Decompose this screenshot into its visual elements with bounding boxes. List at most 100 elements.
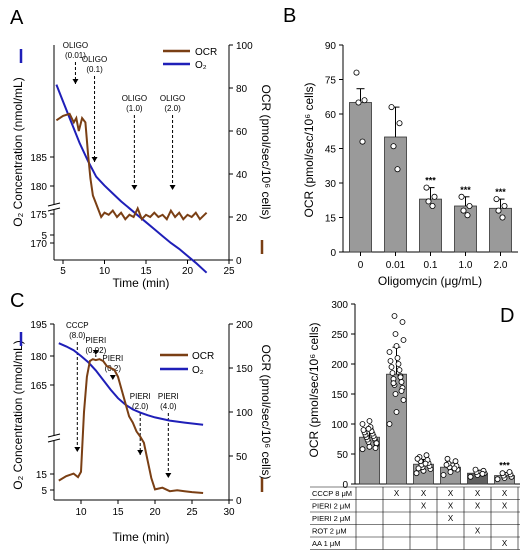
panel-a-ocr-line xyxy=(55,112,208,222)
panel-c-ocr-line xyxy=(58,358,204,494)
panel-c-annotation-arrowhead xyxy=(74,447,81,452)
panel-d-table-mark: X xyxy=(475,527,481,536)
panel-d-data-point xyxy=(360,427,367,433)
panel-d-ytick-label: 0 xyxy=(342,480,348,491)
panel-c-ytick-left-label: 5 xyxy=(41,486,47,497)
panel-c-annotation-arrowhead xyxy=(109,375,116,380)
panel-d-significance: *** xyxy=(499,461,510,471)
panel-a-ytick-right-label: 80 xyxy=(236,84,248,95)
panel-d-data-point xyxy=(452,458,459,465)
panel-c-ytick-right-label: 150 xyxy=(236,364,253,375)
panel-d-table-mark: X xyxy=(394,489,400,498)
panel-d-table-mark: X xyxy=(448,502,454,511)
panel-d-data-point xyxy=(388,364,395,370)
panel-c-xtick-label: 30 xyxy=(223,507,235,518)
panel-a-xtick-label: 25 xyxy=(223,266,235,277)
panel-a-annotation-line2: (0.1) xyxy=(86,65,103,74)
panel-c-annotation-line2: (4.0) xyxy=(160,402,177,411)
panel-d-data-point xyxy=(366,418,373,424)
panel-b-bar xyxy=(384,136,407,253)
panel-b-ytick-label: 45 xyxy=(325,145,337,156)
panel-d-data-point xyxy=(391,313,398,319)
panel-b-data-point xyxy=(423,184,430,191)
panel-b-data-point xyxy=(493,196,500,203)
panel-a-ytick-left-label: 5 xyxy=(41,231,47,242)
panel-c-annotation-line1: CCCP xyxy=(66,321,89,330)
panel-a-break-mark-1 xyxy=(47,202,61,207)
panel-c-xtick-label: 25 xyxy=(186,507,198,518)
panel-b-data-point xyxy=(355,99,362,106)
panel-c-ytick-right-label: 100 xyxy=(236,408,253,419)
panel-b-significance: *** xyxy=(460,185,471,195)
panel-c-ytick-right-label: 50 xyxy=(236,452,248,463)
panel-d-table-row-label: CCCP 8 μM xyxy=(312,489,352,498)
panel-a-ytick-right-label: 20 xyxy=(236,213,248,224)
panel-b-data-point xyxy=(499,214,506,221)
panel-c-ytick-left-label: 165 xyxy=(30,381,47,392)
panel-b-data-point xyxy=(495,207,502,214)
panel-b-bar xyxy=(454,205,477,253)
panel-d-table-mark: X xyxy=(421,489,427,498)
panel-b-significance: *** xyxy=(425,176,436,186)
panel-a-ytick-right-label: 100 xyxy=(236,41,253,52)
panel-a-annotation-line2: (0.01) xyxy=(65,51,86,60)
panel-b-data-point xyxy=(388,104,395,111)
panel-d-ytick-label: 300 xyxy=(331,300,348,311)
panel-c-ytick-right-label: 0 xyxy=(236,496,242,507)
panel-d-data-point xyxy=(413,470,420,477)
panel-d-data-point xyxy=(443,461,450,468)
panel-c-ytick-right-label: 200 xyxy=(236,320,253,331)
panel-d-data-point xyxy=(415,465,422,472)
panel-b-ytick-label: 15 xyxy=(325,214,337,225)
panel-b-data-point xyxy=(390,143,397,150)
panel-d-ytick-label: 150 xyxy=(331,390,348,401)
panel-a-ytick-left-label: 180 xyxy=(30,182,47,193)
panel-d-data-point xyxy=(397,374,404,381)
panel-b-ytick-label: 0 xyxy=(330,248,336,259)
panel-a-ytick-right-label: 40 xyxy=(236,170,248,181)
panel-d-data-point xyxy=(472,466,479,473)
panel-d-table-row-label: ROT 2 μM xyxy=(312,527,347,536)
panel-a-xtick-label: 10 xyxy=(99,266,111,277)
panel-b-data-point xyxy=(464,212,471,219)
panel-c-annotation-line1: PIERI xyxy=(130,392,151,401)
panel-d-data-point xyxy=(479,470,486,477)
panel-b-ytick-label: 30 xyxy=(325,179,337,190)
panel-a-legend-o2: O₂ xyxy=(195,60,207,71)
panel-d-table-mark: X xyxy=(502,502,508,511)
panel-c-o2-line xyxy=(58,342,204,426)
panel-b-bar xyxy=(349,102,372,253)
panel-a-ylabel-left: O₂ Concentration (nmol/mL) xyxy=(11,77,25,226)
panel-a-ytick-left-label: 185 xyxy=(30,153,47,164)
panel-d-data-point xyxy=(389,370,396,376)
panel-label-b: B xyxy=(283,5,296,27)
panel-b-ylabel: OCR (pmol/sec/10⁶ cells) xyxy=(302,83,316,218)
panel-a-annotation-line1: OLIGO xyxy=(160,94,185,103)
panel-c-annotation-arrowhead xyxy=(165,473,172,478)
panel-c-ytick-left-label: 195 xyxy=(30,320,47,331)
panel-b-data-point xyxy=(458,193,465,200)
panel-c-annotation-line2: (8.0) xyxy=(69,331,86,340)
panel-c-ytick-left-label: 15 xyxy=(36,470,48,481)
panel-b-xtick-label: 0.01 xyxy=(386,260,406,271)
panel-d-data-point xyxy=(400,337,407,343)
panel-d-data-point xyxy=(414,455,421,462)
panel-a-ytick-right-label: 0 xyxy=(236,256,242,267)
panel-d-data-point xyxy=(398,388,405,394)
panel-a-annotation-arrowhead xyxy=(72,79,79,84)
panel-b-data-point xyxy=(359,138,366,145)
panel-d-data-point xyxy=(372,445,379,451)
panel-a-annotation-arrowhead xyxy=(169,185,176,190)
panel-c-break-mark-1 xyxy=(47,433,61,438)
panel-d-data-point xyxy=(395,361,402,367)
panel-a-xlabel: Time (min) xyxy=(113,276,170,290)
panel-d-data-point xyxy=(451,465,458,472)
panel-c-xtick-label: 15 xyxy=(112,507,124,518)
panel-d-data-point xyxy=(423,452,430,459)
panel-b-ytick-label: 75 xyxy=(325,76,337,87)
panel-c-annotation-arrowhead xyxy=(92,350,99,355)
panel-d-data-point xyxy=(444,455,451,462)
panel-d-data-point xyxy=(393,343,400,349)
panel-d-data-point xyxy=(399,319,406,325)
